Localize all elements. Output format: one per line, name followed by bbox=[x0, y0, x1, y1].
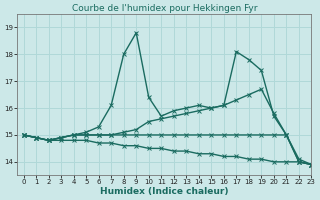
Title: Courbe de l'humidex pour Hekkingen Fyr: Courbe de l'humidex pour Hekkingen Fyr bbox=[72, 4, 257, 13]
X-axis label: Humidex (Indice chaleur): Humidex (Indice chaleur) bbox=[100, 187, 228, 196]
